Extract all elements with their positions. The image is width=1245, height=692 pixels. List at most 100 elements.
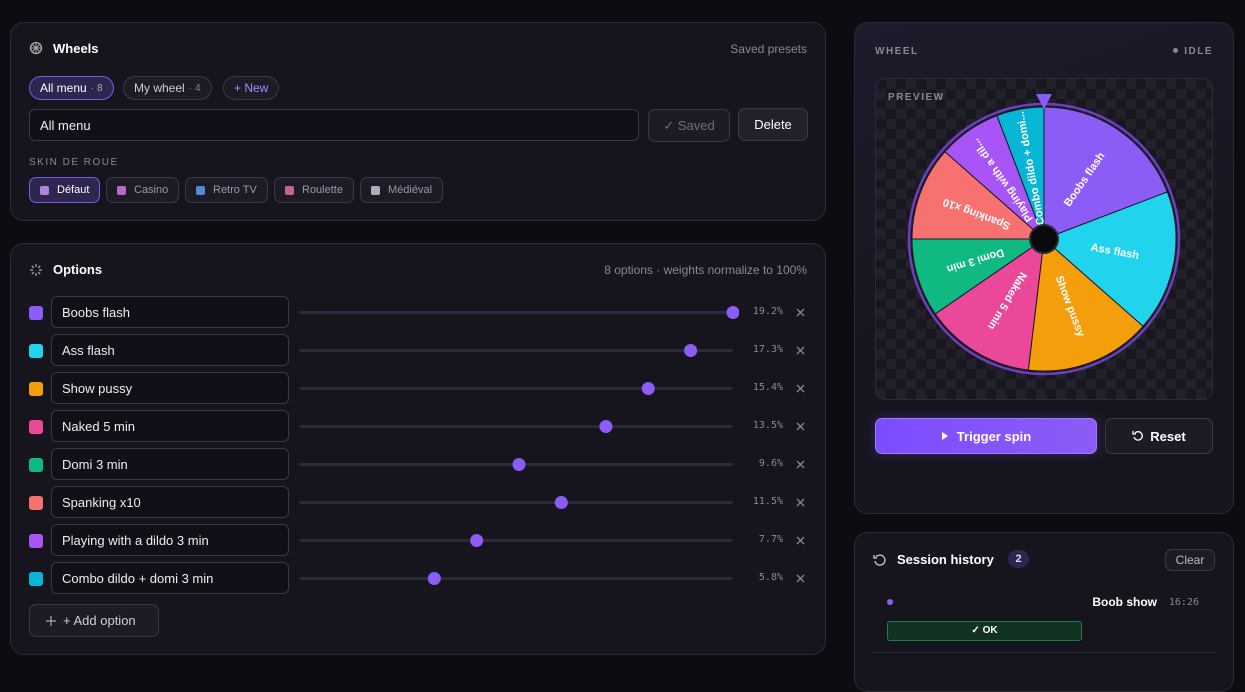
percent: 5.8% [758,572,783,583]
title: Options [53,262,103,277]
wheel-segment [934,237,1045,371]
icon [796,384,805,393]
color-swatch[interactable] [29,496,43,510]
tab-label: My wheel [134,81,185,95]
skin-label: Retro TV [213,184,257,196]
color-swatch[interactable] [29,572,43,586]
option-input[interactable]: Domi 3 min [51,448,289,480]
slider-thumb[interactable] [684,344,698,357]
spin-button[interactable]: Trigger spin [875,418,1097,454]
slider[interactable] [299,302,739,322]
new-tab[interactable]: + New [223,76,280,100]
slider[interactable] [299,530,739,550]
remove[interactable] [796,536,805,545]
remove[interactable] [796,384,805,393]
color-swatch[interactable] [29,306,43,320]
icon [285,185,294,195]
skin[interactable]: Médiéval [360,177,444,203]
slider-thumb[interactable] [599,420,613,433]
clear-button[interactable]: Clear [1165,549,1215,571]
percent: 9.6% [758,458,783,469]
count: 2 [1008,550,1029,568]
remove[interactable] [796,308,805,317]
preview-label: PREVIEW [888,92,945,103]
saved-button[interactable]: ✓ Saved [648,109,730,142]
slider-thumb[interactable] [512,458,526,471]
wheel-segment [1043,191,1177,327]
slider-track [299,387,733,390]
reset-label: Reset [1150,428,1186,444]
slider-thumb[interactable] [641,382,655,395]
slider[interactable] [299,378,739,398]
remove[interactable] [796,422,805,431]
icon [46,615,56,626]
option-input[interactable]: Spanking x10 [51,486,289,518]
icon [796,460,805,469]
reset-button[interactable]: Reset [1105,418,1213,454]
tab-count: 4 [195,82,201,94]
option-input[interactable]: Boobs flash [51,296,289,328]
entry-label: Boob show [1092,595,1157,609]
title: WHEEL [875,46,919,57]
wheel-segment [1043,106,1168,240]
slider-track [299,425,733,428]
wheels-panel: Wheels Saved presets All menu · 8 My wheel… [10,22,826,221]
skin[interactable]: Défaut [29,177,101,203]
slider-track [299,539,733,542]
icon [796,498,805,507]
option-input[interactable]: Show pussy [51,372,289,404]
slider-thumb[interactable] [427,572,441,585]
color-swatch[interactable] [29,382,43,396]
history-entry: Boob show 16:26 ✓ OK [873,583,1215,653]
slider-track [299,501,733,504]
remove[interactable] [796,346,805,355]
slider-track [299,577,733,580]
tab[interactable]: All menu · 8 [29,76,114,100]
remove[interactable] [796,574,805,583]
slider-thumb[interactable] [470,534,484,547]
status-label: IDLE [1184,46,1213,57]
remove[interactable] [796,460,805,469]
icon [873,554,886,566]
delete-button[interactable]: Delete [738,108,808,141]
tab[interactable]: My wheel · 4 [123,76,212,100]
add-option[interactable]: + Add option [29,604,159,637]
icon [117,185,126,195]
slider-track [299,349,733,352]
history-panel: Session history 2 Clear Boob show 16:26 … [854,532,1234,692]
color-swatch[interactable] [29,458,43,472]
percent: 7.7% [758,534,783,545]
slider[interactable] [299,340,739,360]
color-swatch[interactable] [29,420,43,434]
slider-thumb[interactable] [726,306,740,319]
tab-label: All menu [40,81,87,95]
skin[interactable]: Retro TV [185,177,268,203]
slider[interactable] [299,416,739,436]
option-input[interactable]: Combo dildo + domi 3 min [51,562,289,594]
slider-track [299,311,733,314]
percent: 19.2% [752,306,783,317]
remove[interactable] [796,498,805,507]
option-input[interactable]: Playing with a dildo 3 min [51,524,289,556]
slider[interactable] [299,492,739,512]
title: Session history [897,552,994,567]
name-input[interactable]: All menu [29,109,639,141]
skin[interactable]: Casino [106,177,180,203]
slider-thumb[interactable] [554,496,568,509]
percent: 17.3% [752,344,783,355]
icon [941,432,948,440]
percent: 11.5% [752,496,783,507]
option-input[interactable]: Ass flash [51,334,289,366]
slider[interactable] [299,568,739,588]
icon [30,264,42,276]
slider[interactable] [299,454,739,474]
icon [1132,431,1144,441]
option-input[interactable]: Naked 5 min [51,410,289,442]
percent: 15.4% [752,382,783,393]
skin[interactable]: Roulette [274,177,354,203]
spin-label: Trigger spin [956,428,1032,444]
options-panel: Options 8 options · weights normalize to… [10,243,826,655]
color-swatch[interactable] [29,344,43,358]
color-swatch[interactable] [29,534,43,548]
